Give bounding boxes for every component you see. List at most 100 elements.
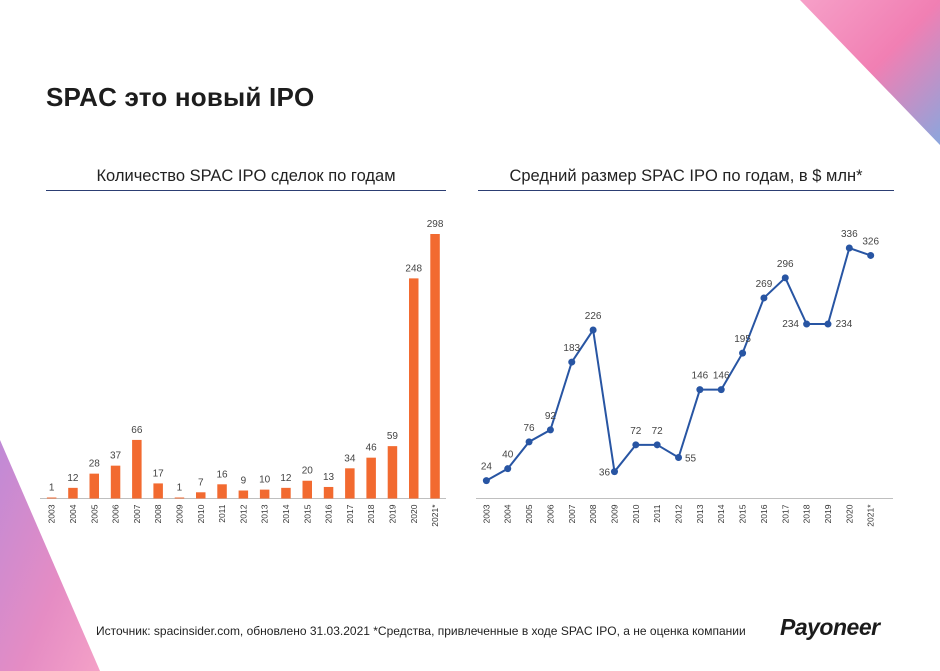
bar-x-tick-label: 2017	[345, 504, 355, 523]
bar	[238, 490, 249, 499]
bar-data-label: 59	[387, 431, 399, 442]
bar-data-label: 16	[216, 469, 228, 480]
payoneer-logo: Payoneer	[780, 614, 880, 640]
bar-data-label: 20	[302, 466, 314, 477]
line-x-tick-label: 2005	[524, 504, 534, 523]
line-data-label: 40	[502, 450, 514, 461]
line-point	[568, 358, 576, 366]
bar	[409, 278, 419, 499]
bar	[110, 465, 121, 499]
line-data-label: 336	[841, 229, 858, 240]
line-x-tick-label: 2010	[631, 504, 641, 523]
bar-data-label: 1	[177, 483, 183, 494]
line-point	[867, 251, 875, 259]
line-data-label: 76	[524, 423, 536, 434]
line-x-tick-label: 2009	[609, 504, 619, 523]
bar-x-tick-label: 2007	[132, 504, 142, 523]
line-data-label: 92	[545, 411, 557, 422]
bar	[217, 484, 227, 499]
bar-x-tick-label: 2014	[281, 504, 291, 523]
bar-x-tick-label: 2020	[409, 504, 419, 523]
bar	[387, 446, 398, 499]
line-x-tick-label: 2003	[481, 504, 491, 523]
line-data-label: 183	[563, 343, 580, 354]
bar-data-label: 17	[153, 468, 165, 479]
bar	[323, 486, 334, 499]
bar-x-tick-label: 2005	[89, 504, 99, 523]
bar	[366, 457, 376, 499]
bar-data-label: 12	[280, 473, 292, 484]
line-x-tick-label: 2021*	[866, 504, 876, 527]
bar	[132, 439, 142, 499]
line-data-label: 24	[481, 462, 493, 473]
line-data-label: 72	[652, 426, 664, 437]
bar	[89, 473, 99, 499]
bar-x-tick-label: 2004	[68, 504, 78, 523]
line-point	[610, 468, 618, 476]
line-x-tick-label: 2017	[780, 504, 790, 523]
bar	[174, 497, 185, 499]
bar	[345, 468, 355, 499]
bar-x-tick-label: 2006	[111, 504, 121, 523]
line-data-label: 326	[862, 236, 879, 247]
line-point	[525, 438, 533, 446]
line-x-tick-label: 2004	[503, 504, 513, 523]
line-data-label: 195	[734, 334, 751, 345]
bar-chart-title: Количество SPAC IPO сделок по годам	[96, 167, 396, 185]
line-point	[546, 426, 554, 434]
bar	[430, 234, 440, 499]
line-chart-title: Средний размер SPAC IPO по годам, в $ мл…	[509, 167, 863, 185]
bar	[68, 487, 78, 499]
bar-data-label: 66	[131, 425, 143, 436]
line-data-label: 146	[692, 371, 709, 382]
line-point	[781, 274, 789, 282]
bar-chart-title-rule	[46, 190, 446, 191]
bar-x-tick-label: 2021*	[430, 504, 440, 527]
bar-data-label: 13	[323, 472, 335, 483]
slide-title: SPAC это новый IPO	[46, 82, 315, 112]
line-data-label: 146	[713, 371, 730, 382]
bar-data-label: 28	[89, 459, 101, 470]
bar-x-tick-label: 2011	[217, 504, 227, 523]
line-point	[653, 441, 661, 449]
line-x-tick-label: 2019	[823, 504, 833, 523]
bar	[302, 480, 312, 499]
line-data-label: 36	[599, 468, 611, 479]
bar-x-tick-label: 2018	[366, 504, 376, 523]
bar-data-label: 7	[198, 477, 204, 488]
bar	[196, 492, 206, 499]
line-x-tick-label: 2007	[567, 504, 577, 523]
bar-x-tick-label: 2010	[196, 504, 206, 523]
line-point	[675, 453, 683, 461]
bar-x-tick-label: 2013	[260, 504, 270, 523]
line-point	[696, 386, 704, 394]
bar-data-label: 37	[110, 451, 122, 462]
line-x-tick-label: 2016	[759, 504, 769, 523]
footer-source-note: Источник: spacinsider.com, обновлено 31.…	[96, 624, 746, 638]
line-data-label: 226	[585, 311, 602, 322]
bar-x-tick-label: 2016	[324, 504, 334, 523]
line-point	[760, 294, 768, 302]
line-chart-title-rule	[478, 190, 894, 191]
line-point	[824, 320, 832, 328]
line-x-tick-label: 2008	[588, 504, 598, 523]
line-x-tick-label: 2012	[674, 504, 684, 523]
line-x-tick-label: 2006	[545, 504, 555, 523]
line-point	[632, 441, 640, 449]
bar-data-label: 12	[67, 473, 79, 484]
bar	[153, 483, 163, 499]
line-x-tick-label: 2011	[652, 504, 662, 523]
bar	[281, 487, 291, 499]
line-data-label: 296	[777, 259, 794, 270]
line-x-tick-label: 2018	[802, 504, 812, 523]
line-x-tick-label: 2020	[844, 504, 854, 523]
line-point	[717, 386, 725, 394]
line-data-label: 234	[782, 319, 799, 330]
line-point	[803, 320, 811, 328]
line-point	[739, 349, 747, 357]
line-x-tick-label: 2014	[716, 504, 726, 523]
bar-data-label: 46	[366, 443, 378, 454]
bar	[46, 497, 57, 499]
